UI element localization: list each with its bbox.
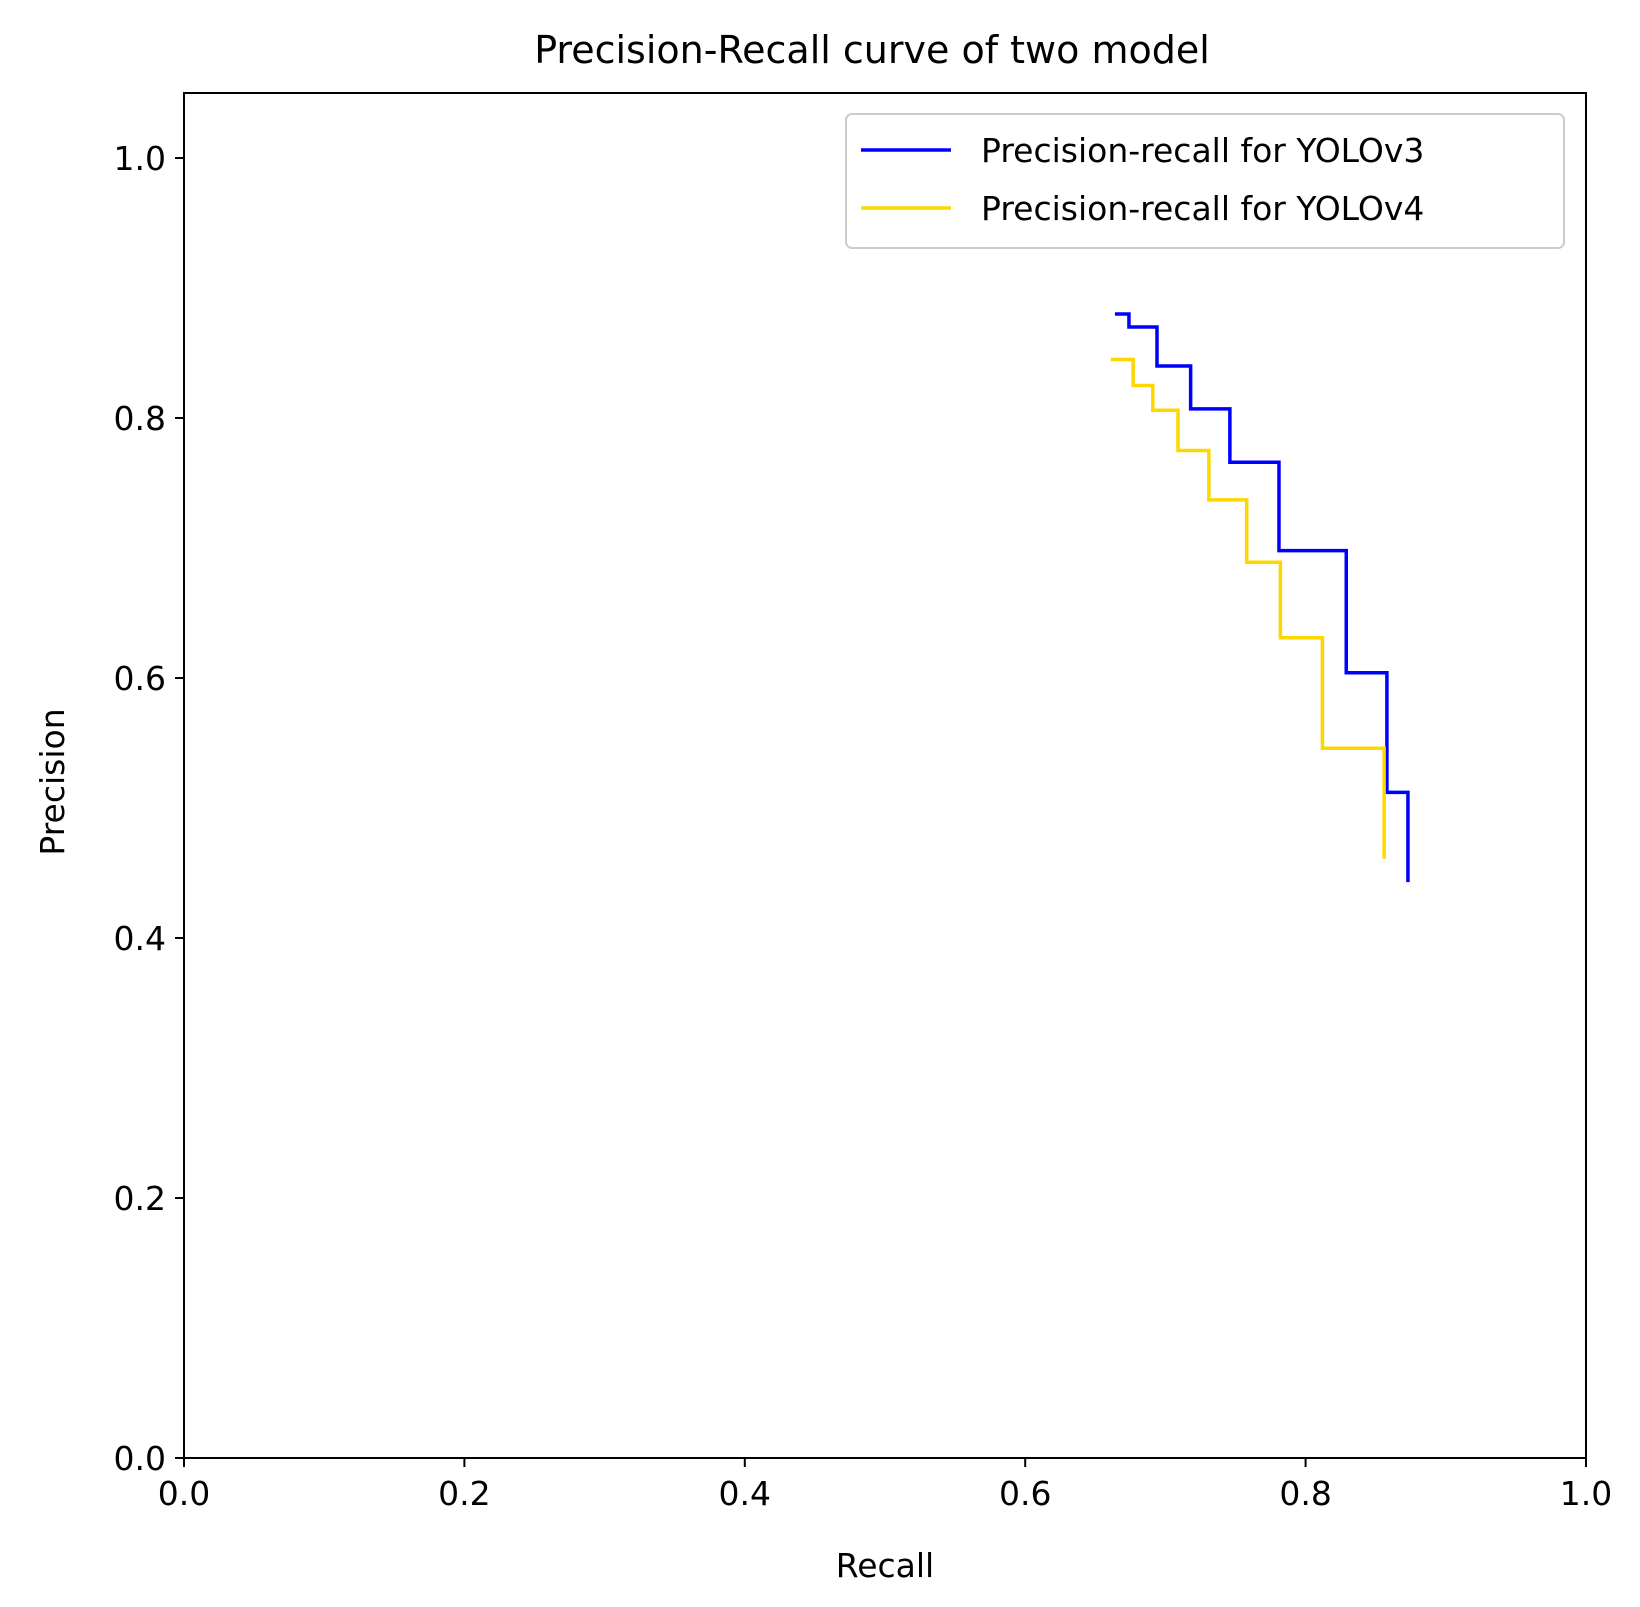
- y-tick-label-0: 0.0: [114, 1439, 166, 1478]
- x-axis-ticks: 0.0 0.2 0.4 0.6 0.8 1.0: [158, 1458, 1612, 1513]
- x-tick-label-1: 0.2: [438, 1474, 490, 1513]
- x-tick-label-4: 0.8: [1279, 1474, 1331, 1513]
- x-tick-label-3: 0.6: [999, 1474, 1051, 1513]
- series-line-0: [1114, 312, 1410, 883]
- y-tick-label-3: 0.6: [114, 659, 166, 698]
- legend-label-1: Precision-recall for YOLOv4: [981, 189, 1424, 228]
- y-tick-label-2: 0.4: [114, 919, 166, 958]
- y-tick-label-5: 1.0: [114, 139, 166, 178]
- series-layer: [1110, 312, 1410, 883]
- axes-frame: [183, 92, 1587, 1459]
- x-axis-label: Recall: [836, 1546, 934, 1585]
- legend-box: [845, 113, 1565, 249]
- legend: Precision-recall for YOLOv3 Precision-rec…: [845, 113, 1565, 249]
- y-tick-label-1: 0.2: [114, 1179, 166, 1218]
- series-line-1: [1110, 357, 1386, 859]
- chart-title: Precision-Recall curve of two model: [534, 28, 1210, 72]
- x-tick-label-5: 1.0: [1560, 1474, 1612, 1513]
- y-tick-label-4: 0.8: [114, 399, 166, 438]
- legend-label-0: Precision-recall for YOLOv3: [981, 131, 1424, 170]
- x-tick-label-2: 0.4: [719, 1474, 771, 1513]
- y-axis-ticks: 0.0 0.2 0.4 0.6 0.8 1.0: [114, 139, 184, 1478]
- x-tick-label-0: 0.0: [158, 1474, 210, 1513]
- y-axis-label: Precision: [33, 708, 72, 855]
- legend-entries: Precision-recall for YOLOv3 Precision-rec…: [861, 131, 1424, 228]
- plot-area: 0.0 0.2 0.4 0.6 0.8 1.0 0.0 0.2 0.4 0.6 0.8 1.0: [114, 92, 1612, 1513]
